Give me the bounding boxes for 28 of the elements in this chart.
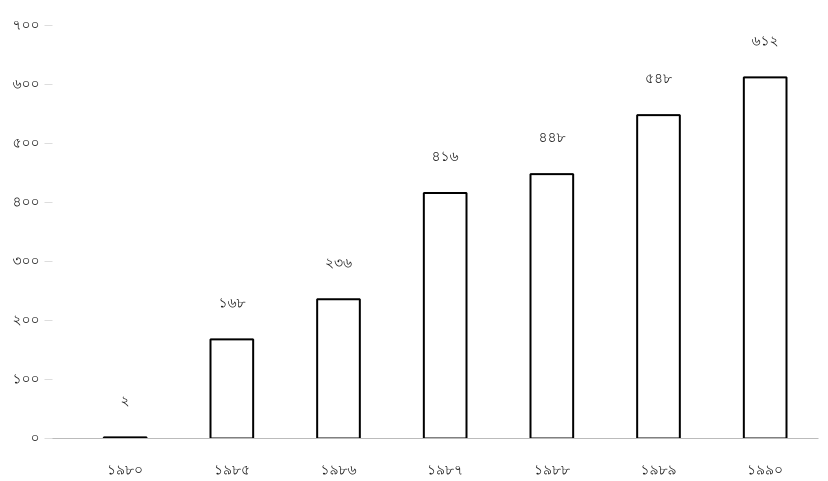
y-tick-label: ৫০০ (12, 136, 40, 152)
x-tick-label: ১৯৮৬ (320, 462, 356, 478)
x-tick-label: ১৯৮৭ (427, 462, 464, 478)
bar (316, 298, 361, 438)
x-tick-label: ১৯৮০ (107, 462, 144, 478)
bar (742, 76, 788, 438)
y-tick-label: ৭০০ (12, 18, 40, 34)
bar (530, 173, 574, 438)
y-tick-label: ৩০০ (12, 254, 40, 270)
data-label: ২ (120, 394, 130, 410)
bar (636, 114, 681, 438)
x-tick-label: ১৯৮৯ (640, 462, 676, 478)
y-tick-label: ৪০০ (12, 194, 40, 210)
data-label: ৪১৬ (432, 150, 459, 166)
bar (422, 192, 468, 438)
data-label: ৫৪৮ (645, 72, 672, 88)
y-tick-label: ২০০ (12, 312, 40, 328)
bar (210, 338, 254, 438)
x-tick-label: ১৯৮৫ (214, 462, 250, 478)
x-tick-label: ১৯৯০ (747, 462, 784, 478)
y-tick-label: ৬০০ (12, 76, 40, 92)
data-label: ৬১২ (752, 34, 779, 50)
data-label: ২৩৬ (325, 256, 352, 272)
y-tick-label: ০ (30, 430, 40, 446)
x-tick-label: ১৯৮৮ (534, 462, 570, 478)
data-label: ১৬৮ (218, 296, 246, 312)
data-label: ৪৪৮ (538, 131, 566, 146)
y-tick-label: ১০০ (12, 372, 40, 388)
